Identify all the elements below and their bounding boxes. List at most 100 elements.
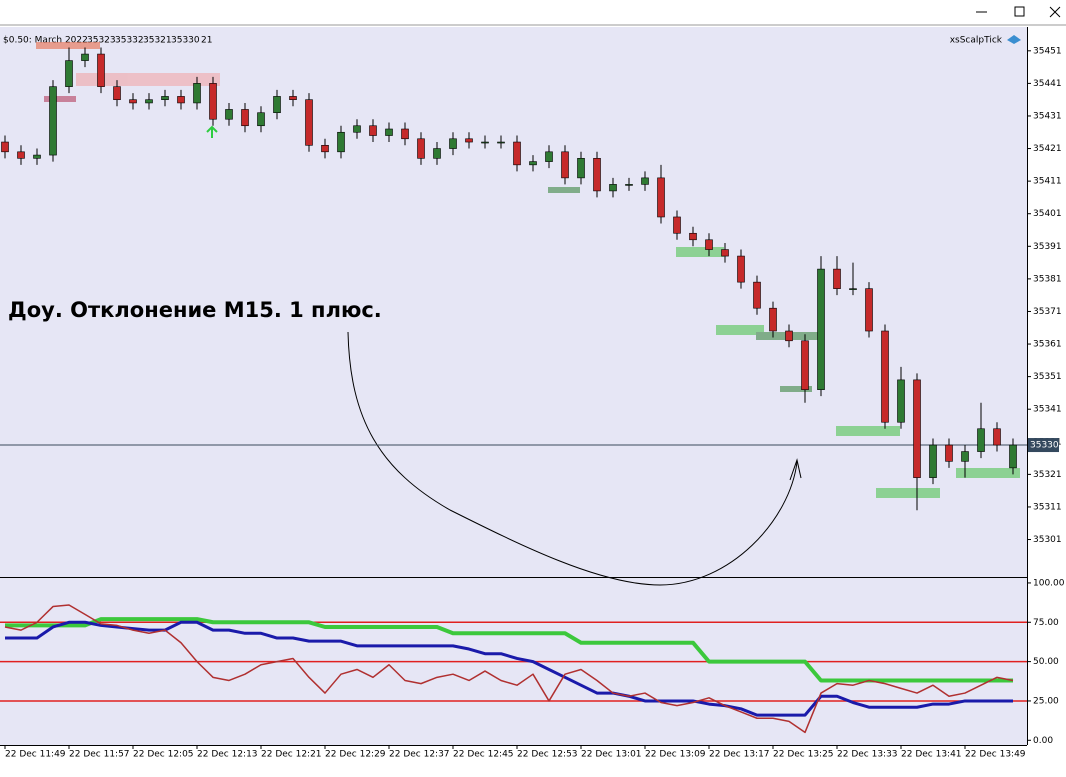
zone [44, 96, 76, 102]
x-tick-label: 22 Dec 12:45 [453, 750, 514, 760]
y-tick-label: 35421 [1033, 144, 1062, 154]
x-tick-label: 22 Dec 13:09 [645, 750, 706, 760]
candle-body [945, 444, 953, 462]
ohlc-low: 35321 [143, 36, 172, 46]
candle-body [193, 83, 201, 104]
x-tick-label: 22 Dec 12:21 [261, 750, 322, 760]
candle-body [17, 151, 25, 159]
x-tick-label: 22 Dec 12:13 [197, 750, 258, 760]
candle-body [49, 86, 57, 156]
candle-body [993, 428, 1001, 446]
y-tick-label: 35371 [1033, 307, 1062, 317]
candle-body [609, 184, 617, 192]
y-tick-label: 35431 [1033, 111, 1062, 121]
candle-body [273, 96, 281, 114]
candle-body [81, 53, 89, 61]
zone [876, 488, 940, 498]
candle-body [385, 128, 393, 136]
zone [76, 73, 220, 86]
candle-body [545, 151, 553, 162]
x-tick-label: 22 Dec 13:01 [581, 750, 642, 760]
x-tick-label: 22 Dec 12:37 [389, 750, 450, 760]
candle-body [913, 379, 921, 478]
y-tick-label: 35301 [1033, 535, 1062, 545]
candle-body [529, 161, 537, 166]
candle-body [721, 249, 729, 257]
y-tick-label: 35381 [1033, 274, 1062, 284]
candle-body [321, 144, 329, 153]
x-tick-label: 22 Dec 13:49 [965, 750, 1026, 760]
candle-body [785, 330, 793, 342]
ohlc-open: 35323 [87, 36, 116, 46]
candle-body [65, 60, 73, 87]
candle-body [465, 138, 473, 143]
candle-body [289, 96, 297, 100]
y-tick-label: 25.00 [1033, 696, 1059, 706]
oscillator-line [5, 620, 1013, 717]
zone [36, 42, 100, 49]
candle-body [865, 288, 873, 332]
candle-body [113, 86, 121, 100]
candle-body [817, 268, 825, 390]
y-tick-label: 100.00 [1033, 578, 1065, 588]
candle-body [673, 216, 681, 234]
candle-body [337, 131, 345, 153]
x-tick-label: 22 Dec 11:49 [5, 750, 66, 760]
y-tick-label: 35411 [1033, 177, 1062, 187]
current-price-label: 35330 [1030, 441, 1059, 451]
y-tick-label: 75.00 [1033, 618, 1059, 628]
x-tick-label: 22 Dec 13:41 [901, 750, 962, 760]
candle-body [513, 141, 521, 166]
zone [716, 325, 764, 335]
y-tick-label: 0.00 [1033, 736, 1053, 746]
indicator-name: xsScalpTick [950, 36, 1003, 46]
zone [956, 468, 1020, 478]
candle-body [161, 96, 169, 100]
y-tick-label: 35341 [1033, 405, 1062, 415]
candle-body [401, 128, 409, 140]
candle-body [97, 53, 105, 87]
x-tick-label: 22 Dec 12:29 [325, 750, 386, 760]
candle-body [225, 109, 233, 120]
candle-body [769, 307, 777, 332]
candle-body [577, 158, 585, 179]
oscillator-line [5, 617, 1013, 683]
candle-body [753, 281, 761, 309]
candle-body [177, 96, 185, 104]
candle-body [737, 255, 745, 283]
x-tick-label: 22 Dec 13:25 [773, 750, 834, 760]
y-tick-label: 35451 [1033, 46, 1062, 56]
drawn-arrow-head [789, 458, 802, 481]
y-tick-label: 35361 [1033, 340, 1062, 350]
y-tick-label: 35311 [1033, 502, 1062, 512]
candle-body [241, 109, 249, 127]
symbol-label: $0.50: March 2022 [3, 36, 88, 46]
candle-body [433, 148, 441, 159]
candle-body [449, 138, 457, 149]
x-tick-label: 22 Dec 13:33 [837, 750, 898, 760]
title-bar [0, 0, 1066, 25]
candle-body [641, 177, 649, 185]
zone [836, 426, 900, 436]
candle-body [977, 428, 985, 452]
candle-body [705, 239, 713, 250]
candle-body [593, 158, 601, 192]
maximize-button[interactable] [1014, 6, 1025, 17]
zone [548, 187, 580, 193]
candle-body [209, 83, 217, 120]
candle-body [417, 138, 425, 159]
ohlc-high: 35332 [115, 36, 144, 46]
candle-body [849, 288, 857, 290]
y-tick-label: 50.00 [1033, 657, 1059, 667]
x-tick-label: 22 Dec 13:17 [709, 750, 770, 760]
close-button[interactable] [1049, 6, 1061, 18]
y-tick-label: 35321 [1033, 470, 1062, 480]
y-tick-label: 35391 [1033, 242, 1062, 252]
candle-body [369, 125, 377, 136]
candle-body [801, 340, 809, 390]
candle-body [129, 99, 137, 104]
y-tick-label: 35401 [1033, 209, 1062, 219]
candle-body [657, 177, 665, 218]
x-tick-label: 22 Dec 11:57 [69, 750, 130, 760]
